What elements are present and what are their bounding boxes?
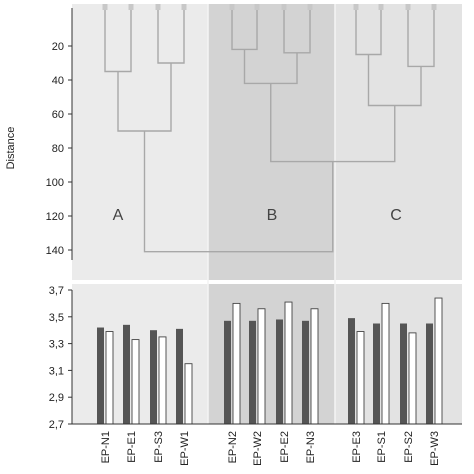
leaf-marker (307, 4, 313, 10)
bar-series1-EP-N1 (97, 327, 104, 424)
bar-series2-EP-S3 (158, 336, 167, 425)
category-label: EP-N1 (100, 431, 112, 463)
leaf-marker (405, 4, 411, 10)
bar-series2-EP-W2 (257, 308, 266, 425)
dendrogram-y-tick-label: 120 (46, 211, 64, 223)
bar-chart: EP-N1 EP-E1 EP-S3 EP-W1 EP-N2 EP-W2 EP-E2 EP-N3… (97, 297, 443, 466)
leaf-marker (128, 4, 134, 10)
category-label: EP-S3 (153, 431, 165, 463)
category-label: EP-E3 (351, 431, 363, 463)
bar-series1-EP-E1 (123, 324, 130, 424)
bar-series1-EP-W2 (249, 320, 256, 424)
group-label-C: C (390, 207, 402, 224)
leaf-marker (102, 4, 108, 10)
bar-series2-EP-N3 (310, 308, 319, 425)
axes: 20 40 60 80 100 120 140 Distance 2,7 2,9 3,1 3,3 3,5… (5, 8, 462, 431)
bar-series1-EP-E3 (348, 318, 355, 424)
bar-y-tick-label: 3,7 (49, 285, 64, 297)
bar-series2-EP-S1 (381, 302, 390, 425)
bar-series2-EP-E2 (284, 301, 293, 425)
bar-series1-EP-S3 (150, 330, 157, 424)
category-label: EP-S2 (403, 431, 415, 463)
bar-y-tick-label: 2,9 (49, 392, 64, 404)
dendrogram: A B C (102, 4, 437, 253)
category-label: EP-S1 (376, 431, 388, 463)
dendrogram-y-tick-label: 60 (52, 109, 64, 121)
dendrogram-y-tick-label: 20 (52, 41, 64, 53)
group-backgrounds (72, 4, 462, 424)
bar-series2-EP-E3 (356, 331, 365, 425)
bar-series2-EP-N2 (232, 302, 241, 425)
dendrogram-y-tick-label: 80 (52, 143, 64, 155)
bar-series2-EP-W1 (184, 363, 193, 425)
group-label-B: B (267, 207, 278, 224)
bar-y-tick-label: 3,5 (49, 312, 64, 324)
bar-series1-EP-S1 (373, 323, 380, 424)
category-label: EP-N2 (227, 431, 239, 463)
bar-y-tick-label: 3,3 (49, 339, 64, 351)
leaf-marker (155, 4, 161, 10)
bar-series2-EP-N1 (105, 331, 114, 425)
category-label: EP-E2 (279, 431, 291, 463)
dendrogram-y-tick-label: 140 (46, 245, 64, 257)
bar-series1-EP-W3 (426, 323, 433, 424)
category-label: EP-W3 (429, 431, 441, 466)
leaf-marker (431, 4, 437, 10)
leaf-marker (229, 4, 235, 10)
bar-series1-EP-E2 (276, 319, 283, 424)
dendrogram-link (143, 131, 334, 253)
bar-series2-EP-E1 (131, 339, 140, 425)
bar-series1-EP-S2 (400, 323, 407, 424)
category-label: EP-W1 (179, 431, 191, 466)
leaf-marker (254, 4, 260, 10)
bar-series1-EP-N2 (224, 320, 231, 424)
category-label: EP-N3 (305, 431, 317, 463)
dendrogram-y-tick-label: 100 (46, 177, 64, 189)
group-label-A: A (113, 207, 124, 224)
leaf-marker (181, 4, 187, 10)
bar-series1-EP-N3 (302, 320, 309, 424)
dendrogram-y-tick-label: 40 (52, 75, 64, 87)
bar-series2-EP-S2 (408, 332, 417, 425)
leaf-marker (281, 4, 287, 10)
bar-series1-EP-W1 (176, 328, 183, 424)
dendrogram-y-axis-label: Distance (5, 127, 17, 170)
bar-series2-EP-W3 (434, 297, 443, 425)
category-label: EP-E1 (126, 431, 138, 463)
bar-y-tick-label: 3,1 (49, 365, 64, 377)
leaf-marker (353, 4, 359, 10)
category-label: EP-W2 (252, 431, 264, 466)
group-band-A (72, 4, 208, 424)
bar-y-tick-label: 2,7 (49, 419, 64, 431)
leaf-marker (378, 4, 384, 10)
